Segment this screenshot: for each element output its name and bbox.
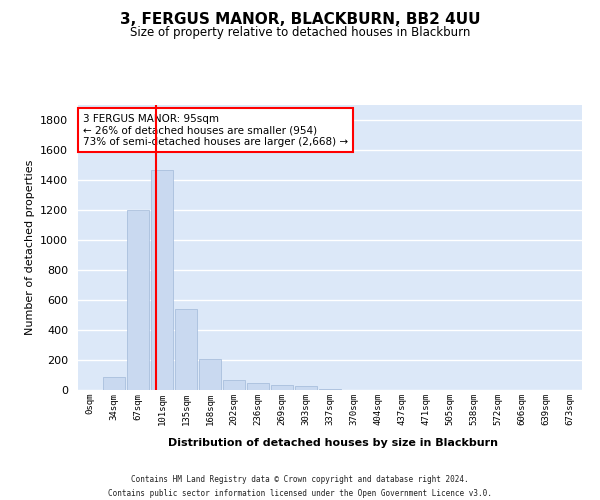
Text: Distribution of detached houses by size in Blackburn: Distribution of detached houses by size … — [168, 438, 498, 448]
Text: 3, FERGUS MANOR, BLACKBURN, BB2 4UU: 3, FERGUS MANOR, BLACKBURN, BB2 4UU — [120, 12, 480, 28]
Bar — [151, 170, 173, 390]
Text: 3 FERGUS MANOR: 95sqm
← 26% of detached houses are smaller (954)
73% of semi-det: 3 FERGUS MANOR: 95sqm ← 26% of detached … — [83, 114, 348, 147]
Bar — [271, 385, 293, 390]
Text: Contains HM Land Registry data © Crown copyright and database right 2024.
Contai: Contains HM Land Registry data © Crown c… — [108, 476, 492, 498]
Bar — [175, 309, 197, 390]
Bar — [223, 380, 245, 390]
Bar — [127, 210, 149, 390]
Bar — [319, 388, 341, 390]
Bar — [103, 376, 125, 390]
Bar — [295, 386, 317, 390]
Bar — [247, 383, 269, 390]
Text: Size of property relative to detached houses in Blackburn: Size of property relative to detached ho… — [130, 26, 470, 39]
Y-axis label: Number of detached properties: Number of detached properties — [25, 160, 35, 335]
Bar — [199, 359, 221, 390]
